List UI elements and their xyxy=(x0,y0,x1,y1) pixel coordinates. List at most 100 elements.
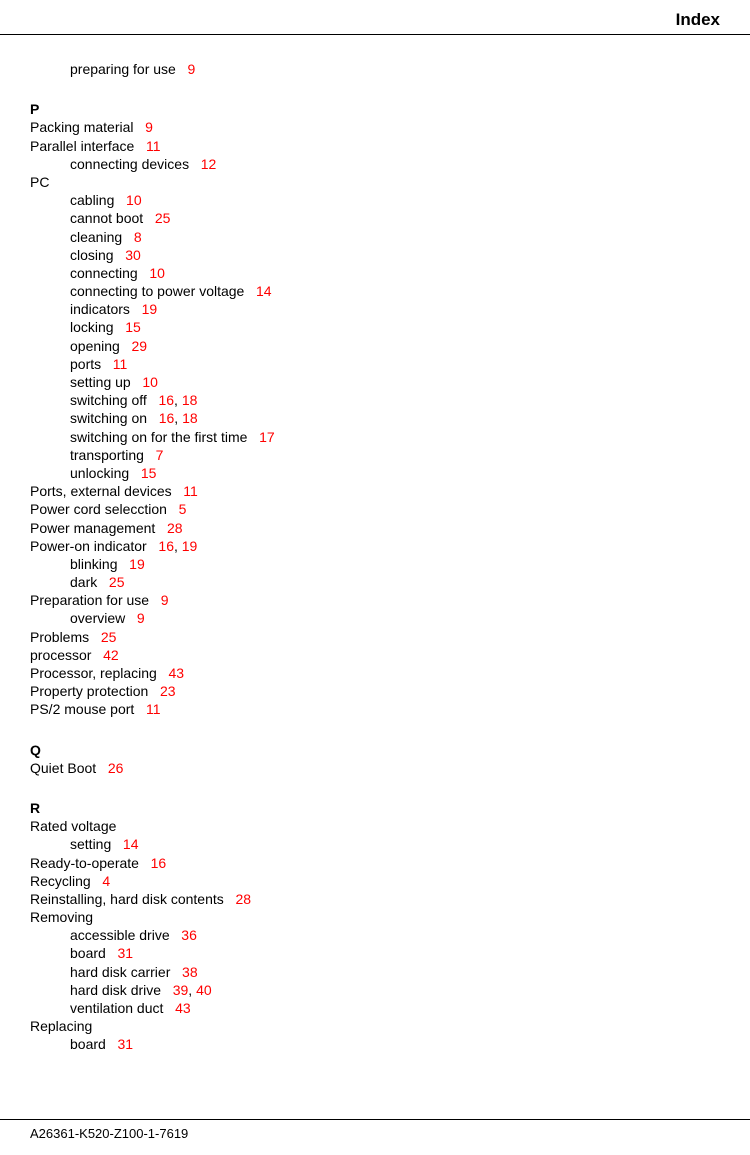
page-reference[interactable]: 43 xyxy=(169,665,185,681)
index-entry: switching on 16, 18 xyxy=(70,409,720,427)
index-entry: accessible drive 36 xyxy=(70,926,720,944)
page-reference[interactable]: 10 xyxy=(126,192,142,208)
index-entry: blinking 19 xyxy=(70,555,720,573)
index-entry: cleaning 8 xyxy=(70,228,720,246)
index-entry-text: board xyxy=(70,1036,106,1052)
index-entry-text: Power management xyxy=(30,520,155,536)
index-entry-text: ports xyxy=(70,356,101,372)
page-reference[interactable]: 25 xyxy=(155,210,171,226)
page-reference[interactable]: 36 xyxy=(181,927,197,943)
page-reference[interactable]: 18 xyxy=(182,410,198,426)
page-reference[interactable]: 25 xyxy=(101,629,117,645)
page-reference[interactable]: 12 xyxy=(201,156,217,172)
page-reference[interactable]: 4 xyxy=(102,873,110,889)
index-entry: overview 9 xyxy=(70,609,720,627)
page-reference[interactable]: 14 xyxy=(123,836,139,852)
index-entry-text: Power-on indicator xyxy=(30,538,147,554)
index-entry-text: blinking xyxy=(70,556,117,572)
index-entry: unlocking 15 xyxy=(70,464,720,482)
index-entry: Processor, replacing 43 xyxy=(30,664,720,682)
index-entry: processor 42 xyxy=(30,646,720,664)
page-reference[interactable]: 11 xyxy=(113,356,128,372)
page-reference[interactable]: 19 xyxy=(129,556,145,572)
index-entry-text: dark xyxy=(70,574,97,590)
page-reference[interactable]: 16 xyxy=(151,855,167,871)
page-reference[interactable]: 9 xyxy=(137,610,145,626)
index-entry: Removing xyxy=(30,908,720,926)
index-entry-text: PS/2 mouse port xyxy=(30,701,134,717)
index-entry-text: hard disk carrier xyxy=(70,964,170,980)
index-entry: ports 11 xyxy=(70,355,720,373)
page-reference[interactable]: 39 xyxy=(173,982,189,998)
page-reference[interactable]: 10 xyxy=(142,374,158,390)
page-reference[interactable]: 15 xyxy=(125,319,141,335)
index-entry: PS/2 mouse port 11 xyxy=(30,700,720,718)
header-title: Index xyxy=(676,10,720,29)
index-entry-text: Ports, external devices xyxy=(30,483,172,499)
page-reference[interactable]: 5 xyxy=(179,501,187,517)
page-reference[interactable]: 23 xyxy=(160,683,176,699)
index-entry: Power management 28 xyxy=(30,519,720,537)
index-entry: board 31 xyxy=(70,944,720,962)
page-reference[interactable]: 18 xyxy=(182,392,198,408)
page-reference[interactable]: 31 xyxy=(117,945,133,961)
index-entry: Packing material 9 xyxy=(30,118,720,136)
page-reference[interactable]: 19 xyxy=(142,301,158,317)
index-entry-text: Packing material xyxy=(30,119,134,135)
index-entry: switching off 16, 18 xyxy=(70,391,720,409)
page-separator: , xyxy=(174,410,182,426)
page-reference[interactable]: 43 xyxy=(175,1000,191,1016)
page-separator: , xyxy=(174,392,182,408)
page-reference[interactable]: 9 xyxy=(188,61,196,77)
page-reference[interactable]: 15 xyxy=(141,465,157,481)
index-entry-text: Ready-to-operate xyxy=(30,855,139,871)
page-reference[interactable]: 16 xyxy=(158,392,174,408)
page-reference[interactable]: 40 xyxy=(196,982,212,998)
index-entry: PC xyxy=(30,173,720,191)
page-reference[interactable]: 16 xyxy=(158,538,174,554)
page-footer: A26361-K520-Z100-1-7619 xyxy=(0,1119,750,1141)
page-reference[interactable]: 9 xyxy=(145,119,153,135)
page-reference[interactable]: 38 xyxy=(182,964,198,980)
index-entry: Problems 25 xyxy=(30,628,720,646)
index-entry-text: transporting xyxy=(70,447,144,463)
page-reference[interactable]: 7 xyxy=(156,447,164,463)
page-reference[interactable]: 19 xyxy=(182,538,198,554)
index-entry-text: Replacing xyxy=(30,1018,92,1034)
page-reference[interactable]: 29 xyxy=(132,338,148,354)
index-entry: Replacing xyxy=(30,1017,720,1035)
index-entry: Rated voltage xyxy=(30,817,720,835)
index-entry-text: ventilation duct xyxy=(70,1000,163,1016)
page-reference[interactable]: 11 xyxy=(146,701,161,717)
page-reference[interactable]: 42 xyxy=(103,647,119,663)
page-reference[interactable]: 8 xyxy=(134,229,142,245)
page-reference[interactable]: 17 xyxy=(259,429,275,445)
index-entry-text: Preparation for use xyxy=(30,592,149,608)
index-entry-text: switching on xyxy=(70,410,147,426)
page-reference[interactable]: 26 xyxy=(108,760,124,776)
index-entry: Reinstalling, hard disk contents 28 xyxy=(30,890,720,908)
index-entry-text: switching off xyxy=(70,392,147,408)
index-entry: ventilation duct 43 xyxy=(70,999,720,1017)
page-separator: , xyxy=(174,538,182,554)
page-reference[interactable]: 14 xyxy=(256,283,272,299)
page-reference[interactable]: 28 xyxy=(235,891,251,907)
section-heading: Q xyxy=(30,741,720,759)
index-entry: hard disk carrier 38 xyxy=(70,963,720,981)
page-reference[interactable]: 30 xyxy=(125,247,141,263)
index-entry-text: opening xyxy=(70,338,120,354)
index-entry-text: processor xyxy=(30,647,91,663)
index-entry: Recycling 4 xyxy=(30,872,720,890)
page-reference[interactable]: 28 xyxy=(167,520,183,536)
page-separator: , xyxy=(188,982,196,998)
page-reference[interactable]: 9 xyxy=(161,592,169,608)
page-reference[interactable]: 11 xyxy=(146,138,161,154)
page-reference[interactable]: 31 xyxy=(117,1036,133,1052)
page-reference[interactable]: 10 xyxy=(149,265,165,281)
page-reference[interactable]: 16 xyxy=(159,410,175,426)
index-entry: Power cord selecction 5 xyxy=(30,500,720,518)
index-entry: preparing for use 9 xyxy=(70,60,720,78)
index-entry-text: Recycling xyxy=(30,873,91,889)
page-reference[interactable]: 11 xyxy=(183,483,198,499)
page-reference[interactable]: 25 xyxy=(109,574,125,590)
